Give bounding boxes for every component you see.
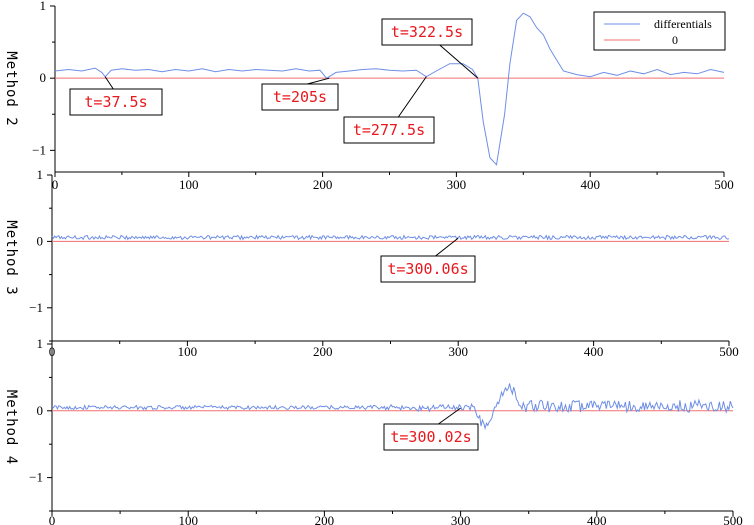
x-tick-label: 200 <box>313 344 333 359</box>
x-tick-label: 500 <box>719 344 739 359</box>
annotation-text: t=300.06s <box>387 260 468 278</box>
y-tick-label: 1 <box>37 167 44 182</box>
y-tick-label: 0 <box>37 233 44 248</box>
x-tick-label: 400 <box>584 344 604 359</box>
y-tick-label: 0 <box>37 403 44 418</box>
annotation: t=205s <box>261 77 339 111</box>
y-axis-label: Method 2 <box>3 51 19 126</box>
annotation: t=277.5s <box>343 76 435 144</box>
annotation: t=322.5s <box>381 18 479 79</box>
y-tick-label: 1 <box>40 0 47 13</box>
x-tick-label: 100 <box>178 513 198 525</box>
x-tick-label: 0 <box>49 513 56 525</box>
y-tick-label: −1 <box>32 142 46 157</box>
annotation-text: t=277.5s <box>353 121 425 139</box>
x-tick-label: 300 <box>451 513 471 525</box>
series-differentials-line <box>51 383 734 431</box>
x-tick-label: 0 <box>52 177 59 192</box>
annotation: t=37.5s <box>69 76 163 116</box>
x-tick-label: 100 <box>179 177 199 192</box>
y-tick-label: −1 <box>29 300 43 315</box>
annotation-leader <box>435 237 459 257</box>
y-tick-label: −1 <box>29 470 43 485</box>
x-tick-label: 500 <box>723 513 743 525</box>
annotation-leader <box>439 44 479 79</box>
annotation-leader <box>397 76 427 118</box>
legend-box <box>593 11 726 51</box>
series-differentials-line <box>51 234 730 241</box>
x-tick-label: 300 <box>448 344 468 359</box>
annotation-text: t=37.5s <box>84 93 147 111</box>
annotation-text: t=322.5s <box>391 23 463 41</box>
panel-3: 1 0 −1 0 100 200 300 400 500 Method 4 t=300.02s <box>3 336 743 525</box>
y-axis-label: Method 3 <box>3 220 19 295</box>
x-tick-label: 400 <box>587 513 607 525</box>
annotation-box <box>383 423 479 451</box>
annotation-box <box>381 18 473 46</box>
annotation: t=300.06s <box>380 237 476 283</box>
y-axis-label: Method 4 <box>3 390 19 465</box>
legend-label: differentials <box>654 17 712 31</box>
x-tick-label: 300 <box>447 177 467 192</box>
annotation-box <box>261 83 339 111</box>
annotation-text: t=300.02s <box>390 428 471 446</box>
x-tick-label: 100 <box>178 344 198 359</box>
annotation-leader <box>438 407 461 425</box>
annotation-leader <box>307 77 330 85</box>
legend-label: 0 <box>672 33 678 47</box>
annotation-box <box>380 255 476 283</box>
series-differentials-line <box>54 12 725 166</box>
y-tick-label: 0 <box>40 70 47 85</box>
x-tick-label: 400 <box>580 177 600 192</box>
annotation-box <box>343 116 435 144</box>
annotation-box <box>69 88 163 116</box>
x-tick-label: 200 <box>313 177 333 192</box>
annotation-leader <box>104 76 114 90</box>
y-tick-label: 1 <box>37 336 44 351</box>
annotation: t=300.02s <box>383 407 479 451</box>
x-tick-label: 500 <box>714 177 734 192</box>
annotation-text: t=205s <box>273 88 327 106</box>
legend: differentials 0 <box>593 11 726 51</box>
x-tick-label: 200 <box>315 513 335 525</box>
